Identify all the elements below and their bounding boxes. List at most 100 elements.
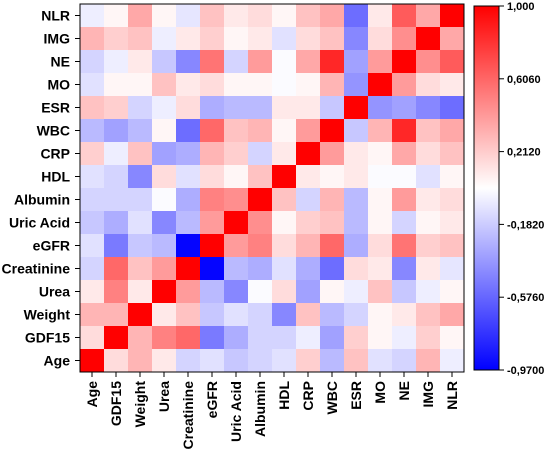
heatmap-cell: [248, 165, 273, 189]
heatmap-cell: [416, 303, 441, 327]
heatmap-cell: [320, 50, 345, 74]
heatmap-cell: [128, 142, 153, 166]
heatmap-cell: [152, 257, 177, 281]
heatmap-cell: [344, 257, 369, 281]
heatmap-cell: [416, 165, 441, 189]
heatmap-cell: [200, 349, 225, 373]
column-labels: Age GDF15 Weight Urea Creatinine eGFR Uric Aci…: [84, 372, 460, 449]
color-scale-ticks: 1,000 0,6060 0,2120 -0,1820 -0,5760 -0,9700: [499, 1, 544, 377]
heatmap-cell: [344, 326, 369, 350]
color-scale-tick-label: -0,9700: [507, 365, 544, 377]
heatmap-cell: [224, 73, 249, 97]
heatmap-cell: [440, 50, 465, 74]
heatmap-cell: [176, 119, 201, 143]
column-label: IMG: [420, 381, 436, 408]
heatmap-cell: [416, 50, 441, 74]
heatmap-frame: [79, 3, 465, 373]
heatmap-cell: [152, 27, 177, 51]
heatmap-cell: [416, 234, 441, 258]
heatmap-cell: [296, 234, 321, 258]
heatmap-cell: [392, 234, 417, 258]
heatmap-cell: [416, 142, 441, 166]
heatmap-cell: [272, 211, 297, 235]
row-label: Weight: [24, 307, 71, 323]
heatmap-cell: [224, 326, 249, 350]
heatmap-cell: [296, 349, 321, 373]
heatmap-cell: [416, 257, 441, 281]
heatmap-cell: [104, 326, 129, 350]
heatmap-cell: [344, 27, 369, 51]
heatmap-cell: [224, 188, 249, 212]
heatmap-cell: [344, 303, 369, 327]
heatmap-cell: [80, 27, 105, 51]
heatmap-cell: [200, 142, 225, 166]
heatmap-cell: [80, 142, 105, 166]
heatmap-cell: [392, 96, 417, 120]
heatmap-cell: [296, 188, 321, 212]
heatmap-cell: [176, 27, 201, 51]
heatmap-cell: [128, 326, 153, 350]
heatmap-cell: [320, 234, 345, 258]
heatmap-cell: [104, 303, 129, 327]
heatmap-cell: [320, 119, 345, 143]
heatmap-cell: [272, 27, 297, 51]
heatmap-cell: [368, 165, 393, 189]
heatmap-cell: [416, 73, 441, 97]
heatmap-cell: [416, 4, 441, 28]
heatmap-cell: [200, 119, 225, 143]
heatmap-cell: [248, 280, 273, 304]
heatmap-cell: [128, 50, 153, 74]
heatmap-cell: [152, 165, 177, 189]
heatmap-cell: [224, 257, 249, 281]
heatmap-cell: [176, 234, 201, 258]
heatmap-cell: [224, 303, 249, 327]
heatmap-cell: [152, 280, 177, 304]
heatmap-cell: [368, 119, 393, 143]
heatmap-cell: [80, 280, 105, 304]
row-label: Albumin: [14, 192, 70, 208]
row-label: MO: [47, 77, 70, 93]
heatmap-cell: [320, 142, 345, 166]
heatmap-cell: [320, 165, 345, 189]
row-label: Age: [44, 353, 71, 369]
heatmap-cell: [296, 211, 321, 235]
heatmap-cell: [296, 165, 321, 189]
column-label: Urea: [156, 381, 172, 412]
heatmap-cell: [200, 27, 225, 51]
row-label: HDL: [41, 169, 70, 185]
heatmap-cell: [272, 257, 297, 281]
heatmap-cell: [320, 211, 345, 235]
heatmap-cell: [368, 234, 393, 258]
heatmap-cell: [440, 211, 465, 235]
row-label: Uric Acid: [9, 215, 70, 231]
row-label: NLR: [41, 8, 70, 24]
heatmap-cell: [392, 27, 417, 51]
heatmap-cell: [128, 188, 153, 212]
heatmap-cell: [272, 303, 297, 327]
color-scale-bar: [473, 5, 500, 371]
heatmap-cell: [200, 211, 225, 235]
heatmap-cell: [128, 119, 153, 143]
heatmap-cell: [344, 349, 369, 373]
heatmap-cell: [80, 119, 105, 143]
heatmap-cell: [152, 73, 177, 97]
heatmap-cell: [344, 211, 369, 235]
heatmap-cell: [104, 96, 129, 120]
heatmap-cell: [296, 96, 321, 120]
heatmap-cell: [440, 257, 465, 281]
column-label: CRP: [300, 381, 316, 411]
heatmap-cell: [368, 27, 393, 51]
heatmap-cell: [248, 257, 273, 281]
column-label: Creatinine: [180, 381, 196, 450]
heatmap-cell: [368, 142, 393, 166]
heatmap-cell: [128, 257, 153, 281]
heatmap-cell: [272, 188, 297, 212]
column-label: eGFR: [204, 381, 220, 418]
heatmap-cell: [344, 142, 369, 166]
heatmap-cell: [80, 257, 105, 281]
column-label: WBC: [324, 381, 340, 414]
heatmap-cell: [368, 280, 393, 304]
heatmap-cell: [80, 4, 105, 28]
row-label: Creatinine: [2, 261, 71, 277]
heatmap-cell: [80, 234, 105, 258]
